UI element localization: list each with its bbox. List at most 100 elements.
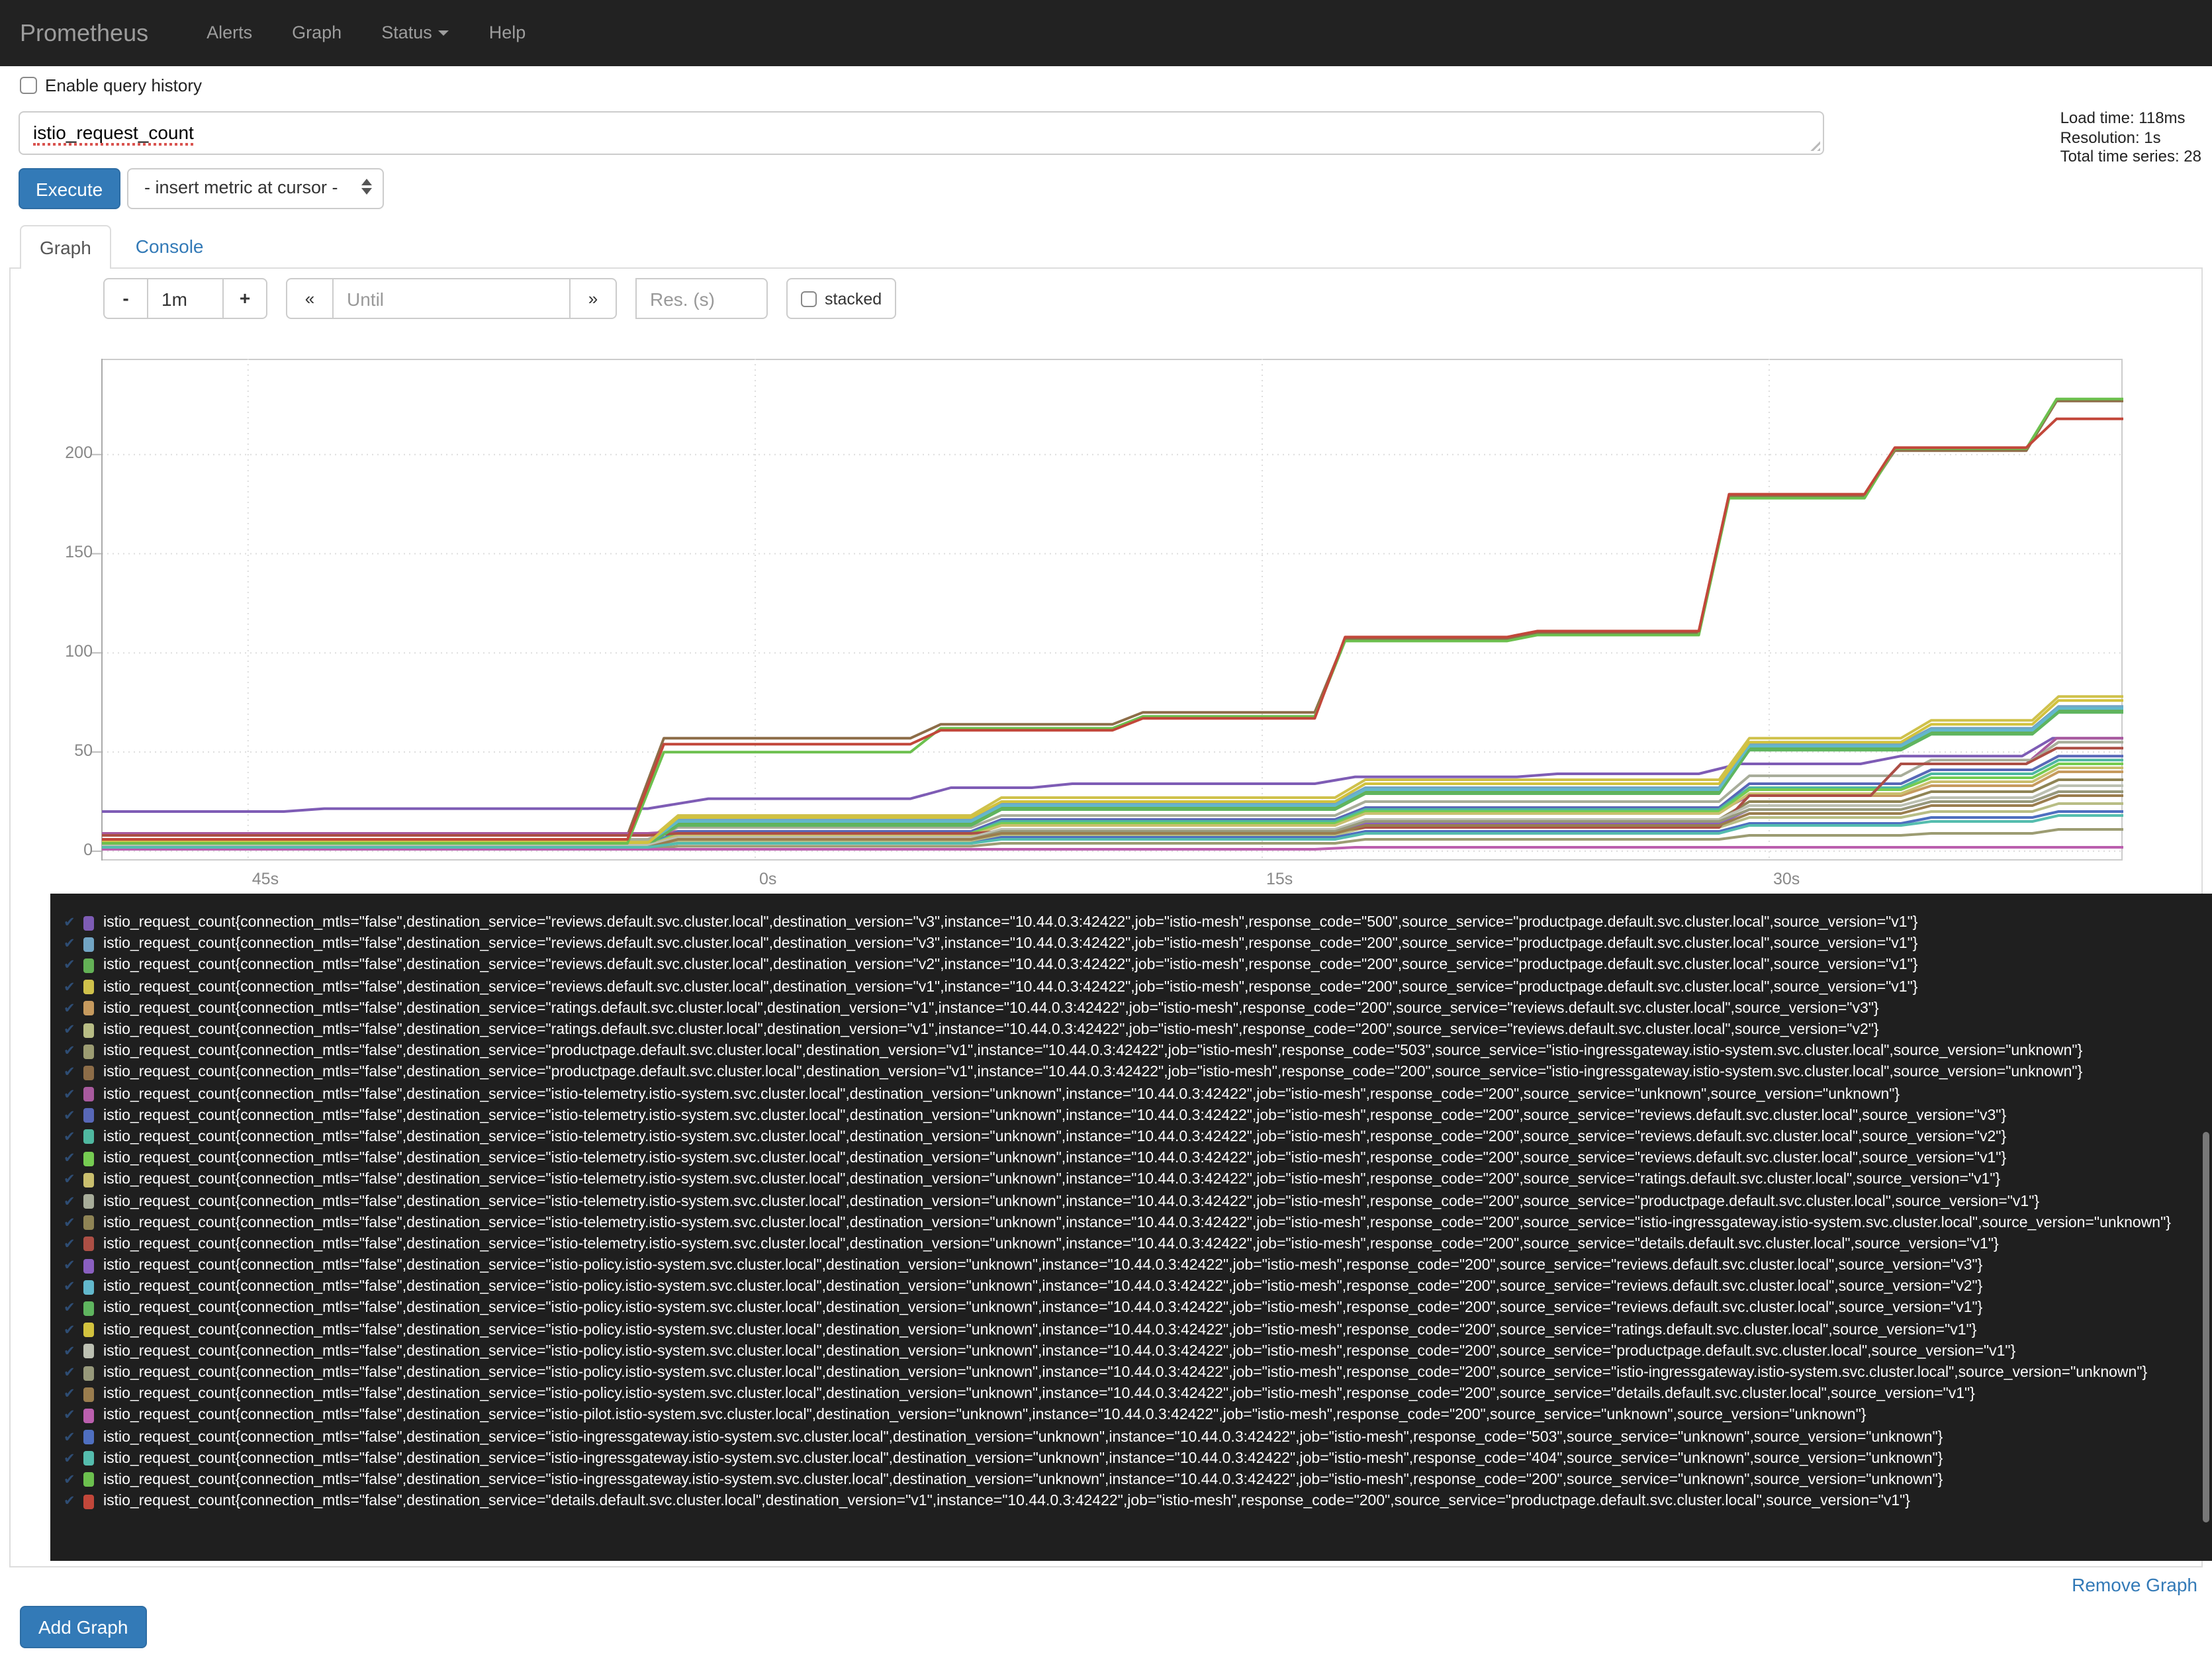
chart-series-line xyxy=(102,741,2123,841)
select-updown-icon xyxy=(361,179,372,195)
nav-item-graph[interactable]: Graph xyxy=(292,23,342,42)
legend-series-label: istio_request_count{connection_mtls="fal… xyxy=(103,1215,2171,1231)
y-tick-label: 150 xyxy=(65,543,93,562)
nav-item-help[interactable]: Help xyxy=(488,23,526,42)
legend-item[interactable]: ✔ istio_request_count{connection_mtls="fa… xyxy=(64,1362,2212,1383)
legend-item[interactable]: ✔ istio_request_count{connection_mtls="fa… xyxy=(64,1255,2212,1276)
time-back-button[interactable]: « xyxy=(286,278,334,319)
y-tick-label: 100 xyxy=(65,642,93,661)
legend-check-icon: ✔ xyxy=(64,1450,75,1467)
query-stats: Load time: 118ms Resolution: 1s Total ti… xyxy=(2060,109,2201,167)
legend-swatch xyxy=(83,1001,94,1016)
legend-check-icon: ✔ xyxy=(64,1129,75,1145)
nav-item-alerts[interactable]: Alerts xyxy=(207,23,253,42)
stacked-toggle[interactable]: stacked xyxy=(786,278,897,319)
legend-series-label: istio_request_count{connection_mtls="fal… xyxy=(103,1493,1910,1510)
chart-series-line xyxy=(102,399,2123,837)
legend-check-icon: ✔ xyxy=(64,1043,75,1060)
legend-item[interactable]: ✔ istio_request_count{connection_mtls="fa… xyxy=(64,1470,2212,1491)
range-increase-button[interactable]: + xyxy=(222,278,267,319)
legend-item[interactable]: ✔ istio_request_count{connection_mtls="fa… xyxy=(64,1062,2212,1084)
add-graph-button[interactable]: Add Graph xyxy=(20,1606,147,1648)
legend-swatch xyxy=(83,1472,94,1487)
legend-item[interactable]: ✔ istio_request_count{connection_mtls="fa… xyxy=(64,1448,2212,1469)
legend-item[interactable]: ✔ istio_request_count{connection_mtls="fa… xyxy=(64,998,2212,1019)
chart-series-line xyxy=(102,846,2123,851)
metric-select[interactable]: - insert metric at cursor - xyxy=(127,168,384,209)
remove-graph-link[interactable]: Remove Graph xyxy=(2072,1574,2197,1595)
legend-item[interactable]: ✔ istio_request_count{connection_mtls="fa… xyxy=(64,1105,2212,1126)
stacked-checkbox[interactable] xyxy=(801,291,817,306)
legend-swatch xyxy=(83,1108,94,1123)
legend-swatch xyxy=(83,937,94,952)
legend-check-icon: ✔ xyxy=(64,1322,75,1338)
legend-item[interactable]: ✔ istio_request_count{connection_mtls="fa… xyxy=(64,1383,2212,1405)
legend-item[interactable]: ✔ istio_request_count{connection_mtls="fa… xyxy=(64,1298,2212,1319)
tab-bar: Graph Console xyxy=(9,224,2203,270)
legend-series-label: istio_request_count{connection_mtls="fal… xyxy=(103,979,1918,996)
legend-series-label: istio_request_count{connection_mtls="fal… xyxy=(103,1471,1943,1488)
legend-check-icon: ✔ xyxy=(64,1000,75,1017)
legend-item[interactable]: ✔ istio_request_count{connection_mtls="fa… xyxy=(64,1276,2212,1297)
query-history-checkbox[interactable] xyxy=(20,77,37,94)
app-brand[interactable]: Prometheus xyxy=(20,19,149,46)
legend-check-icon: ✔ xyxy=(64,1150,75,1167)
legend-check-icon: ✔ xyxy=(64,1064,75,1081)
textarea-resize-handle[interactable] xyxy=(1807,138,1820,151)
nav-item-status[interactable]: Status xyxy=(361,0,469,66)
legend-item[interactable]: ✔ istio_request_count{connection_mtls="fa… xyxy=(64,1341,2212,1362)
legend-item[interactable]: ✔ istio_request_count{connection_mtls="fa… xyxy=(64,1191,2212,1212)
legend-item[interactable]: ✔ istio_request_count{connection_mtls="fa… xyxy=(64,955,2212,976)
legend-series-label: istio_request_count{connection_mtls="fal… xyxy=(103,1322,1977,1338)
legend-check-icon: ✔ xyxy=(64,1172,75,1188)
legend-scrollbar[interactable] xyxy=(2203,1132,2209,1522)
time-forward-button[interactable]: » xyxy=(569,278,617,319)
legend-item[interactable]: ✔ istio_request_count{connection_mtls="fa… xyxy=(64,1148,2212,1169)
legend-item[interactable]: ✔ istio_request_count{connection_mtls="fa… xyxy=(64,1405,2212,1426)
legend-item[interactable]: ✔ istio_request_count{connection_mtls="fa… xyxy=(64,1426,2212,1448)
chart-series-line xyxy=(102,814,2123,849)
legend-swatch xyxy=(83,1044,94,1059)
legend-series-label: istio_request_count{connection_mtls="fal… xyxy=(103,957,1918,974)
legend-check-icon: ✔ xyxy=(64,1022,75,1039)
legend-check-icon: ✔ xyxy=(64,979,75,996)
legend-series-label: istio_request_count{connection_mtls="fal… xyxy=(103,1300,1983,1317)
legend-check-icon: ✔ xyxy=(64,1386,75,1403)
legend-item[interactable]: ✔ istio_request_count{connection_mtls="fa… xyxy=(64,912,2212,933)
legend-item[interactable]: ✔ istio_request_count{connection_mtls="fa… xyxy=(64,1319,2212,1340)
legend-item[interactable]: ✔ istio_request_count{connection_mtls="fa… xyxy=(64,1019,2212,1041)
chart-series-line xyxy=(102,709,2123,847)
legend-swatch xyxy=(83,1023,94,1038)
legend-swatch xyxy=(83,1215,94,1231)
legend-item[interactable]: ✔ istio_request_count{connection_mtls="fa… xyxy=(64,1491,2212,1512)
legend-item[interactable]: ✔ istio_request_count{connection_mtls="fa… xyxy=(64,1041,2212,1062)
legend-item[interactable]: ✔ istio_request_count{connection_mtls="fa… xyxy=(64,933,2212,955)
graph-controls: - + « » stacked xyxy=(103,278,897,319)
x-tick-label: 15s xyxy=(1266,870,1293,888)
legend-item[interactable]: ✔ istio_request_count{connection_mtls="fa… xyxy=(64,1084,2212,1105)
until-input[interactable] xyxy=(332,278,571,319)
range-input[interactable] xyxy=(147,278,224,319)
legend-check-icon: ✔ xyxy=(64,1215,75,1231)
legend-check-icon: ✔ xyxy=(64,1407,75,1424)
chart-svg[interactable] xyxy=(91,359,2123,882)
legend-check-icon: ✔ xyxy=(64,1193,75,1210)
tab-graph[interactable]: Graph xyxy=(20,225,111,270)
legend-series-label: istio_request_count{connection_mtls="fal… xyxy=(103,1172,2001,1188)
range-decrease-button[interactable]: - xyxy=(103,278,148,319)
stacked-label: stacked xyxy=(825,289,882,308)
legend-item[interactable]: ✔ istio_request_count{connection_mtls="fa… xyxy=(64,1170,2212,1191)
resolution-input[interactable] xyxy=(635,278,768,319)
time-control-group: « » xyxy=(286,278,617,319)
execute-button[interactable]: Execute xyxy=(19,168,120,209)
chart-series-line xyxy=(102,794,2123,849)
tab-console[interactable]: Console xyxy=(135,236,204,257)
query-expression-input[interactable]: istio_request_count xyxy=(19,111,1824,155)
legend-item[interactable]: ✔ istio_request_count{connection_mtls="fa… xyxy=(64,1127,2212,1148)
legend-item[interactable]: ✔ istio_request_count{connection_mtls="fa… xyxy=(64,976,2212,998)
legend-check-icon: ✔ xyxy=(64,1300,75,1317)
legend-item[interactable]: ✔ istio_request_count{connection_mtls="fa… xyxy=(64,1234,2212,1255)
legend-swatch xyxy=(83,1237,94,1252)
legend-series-label: istio_request_count{connection_mtls="fal… xyxy=(103,915,1918,931)
legend-item[interactable]: ✔ istio_request_count{connection_mtls="fa… xyxy=(64,1212,2212,1233)
